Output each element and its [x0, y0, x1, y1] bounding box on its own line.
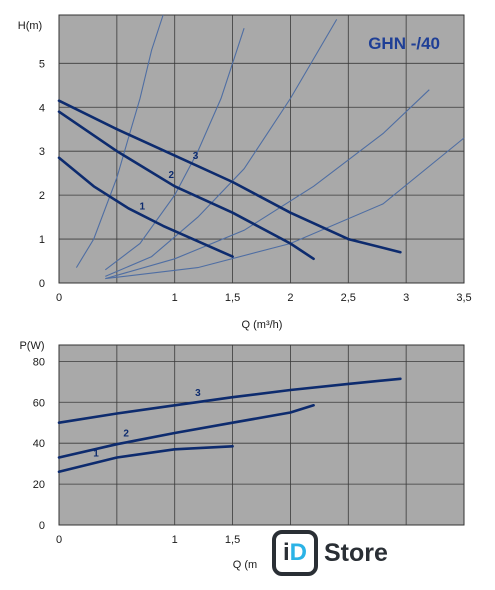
head-chart-x-ticks: 0 1 1,5 2 2,5 3 3,5 [56, 292, 472, 304]
logo-mark-i: i [282, 539, 290, 566]
power-series-label-2: 2 [123, 428, 129, 439]
head-y-tick-label: 0 [39, 278, 45, 290]
power-series-line-3 [57, 377, 402, 425]
head-y-tick-label: 3 [39, 146, 45, 158]
power-series-label-1: 1 [93, 449, 99, 460]
head-chart-y-ticks: 0 1 2 3 4 5 [39, 58, 45, 290]
power-series-line-2 [57, 403, 315, 459]
head-x-tick-label: 0 [56, 292, 62, 304]
power-x-tick-label: 1 [172, 534, 178, 546]
head-x-tick-label: 1 [172, 292, 178, 304]
head-series-line-2 [57, 110, 315, 261]
head-x-tick-label: 3 [403, 292, 409, 304]
head-y-tick-label: 2 [39, 190, 45, 202]
head-system-curve-3 [105, 19, 338, 277]
power-chart-plot-area [58, 344, 465, 526]
head-chart-y-label: H(m) [18, 20, 42, 32]
power-x-tick-label: 0 [56, 534, 62, 546]
head-y-tick-label: 4 [39, 102, 45, 114]
power-y-tick-label: 20 [33, 479, 45, 491]
head-series-label-1: 1 [140, 201, 146, 212]
head-chart-title: GHN -/40 [368, 34, 440, 53]
power-chart-y-ticks: 0 20 40 60 80 [33, 356, 45, 532]
power-x-tick-label: 1,5 [225, 534, 240, 546]
power-y-tick-label: 0 [39, 520, 45, 532]
power-chart-grid [59, 345, 464, 525]
head-chart-x-label: Q (m³/h) [242, 319, 283, 331]
power-y-tick-label: 40 [33, 438, 45, 450]
head-system-curve-4 [105, 89, 430, 280]
power-y-tick-label: 60 [33, 397, 45, 409]
head-y-tick-label: 1 [39, 234, 45, 246]
head-system-curve-1 [75, 14, 164, 268]
head-system-curve-2 [104, 28, 245, 271]
head-x-tick-label: 2 [287, 292, 293, 304]
head-series-line-1 [57, 156, 234, 258]
head-chart-grid [59, 15, 464, 283]
head-series-label-3: 3 [193, 151, 199, 162]
head-chart-plot-area [58, 14, 465, 284]
head-series-label-2: 2 [168, 170, 174, 181]
power-series-label-3: 3 [195, 388, 201, 399]
head-chart-series: 1 2 3 [57, 99, 402, 261]
power-y-tick-label: 80 [33, 356, 45, 368]
logo-text: Store [324, 538, 388, 567]
power-chart-y-label: P(W) [19, 340, 44, 352]
head-series-line-3 [57, 99, 402, 254]
head-y-tick-label: 5 [39, 58, 45, 70]
power-chart-x-label: Q (m [233, 559, 257, 571]
head-flow-chart: 1 2 3 0 1 1,5 2 2,5 3 3,5 0 1 2 3 4 5 GHN -/40 H(m) Q… [18, 14, 472, 331]
head-x-tick-label: 2,5 [341, 292, 356, 304]
power-chart-series: 1 2 3 [57, 377, 402, 474]
power-series-line-1 [57, 444, 234, 474]
head-x-tick-label: 3,5 [456, 292, 471, 304]
power-chart-x-ticks: 0 1 1,5 [56, 534, 240, 546]
head-x-tick-label: 1,5 [225, 292, 240, 304]
logo-mark-d: D [289, 539, 307, 566]
